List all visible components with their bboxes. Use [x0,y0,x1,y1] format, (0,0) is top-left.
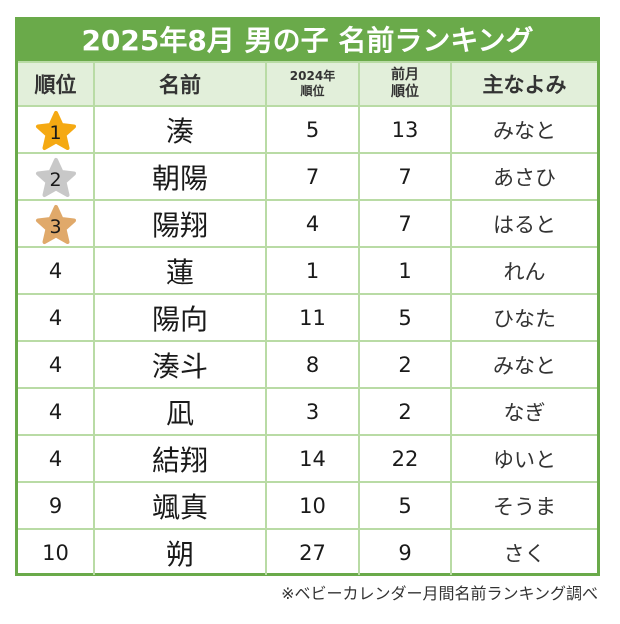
name-cell: 朔 [93,528,267,575]
gold-star-icon: 1 [34,110,78,150]
reading-cell: そうま [450,481,597,530]
rank-prev-month-cell: 7 [358,152,452,201]
rank-2024-cell: 7 [265,152,360,201]
rank-cell: 4 [18,387,95,436]
reading-cell: ひなた [450,293,597,342]
rank-2024-cell: 1 [265,246,360,295]
rank-prev-month-cell: 2 [358,340,452,389]
table-row: 3 陽翔 4 7 はると [18,199,597,248]
header-rank-prev-month: 前月 順位 [358,61,452,107]
table-row: 10 朔 27 9 さく [18,528,597,575]
reading-cell: れん [450,246,597,295]
rank-cell: 1 [18,105,95,154]
rank-2024-cell: 4 [265,199,360,248]
reading-cell: はると [450,199,597,248]
source-footnote: ※ベビーカレンダー月間名前ランキング調べ [281,584,598,603]
reading-cell: さく [450,528,597,575]
rank-prev-month-cell: 13 [358,105,452,154]
rank-2024-cell: 3 [265,387,360,436]
reading-cell: ゆいと [450,434,597,483]
rank-prev-month-cell: 5 [358,481,452,530]
rank-cell: 10 [18,528,95,575]
header-prev-month-line2: 順位 [391,84,419,100]
table-title: 2025年8月 男の子 名前ランキング [18,20,597,61]
rank-2024-cell: 14 [265,434,360,483]
name-cell: 湊 [93,105,267,154]
name-cell: 結翔 [93,434,267,483]
table-row: 1 湊 5 13 みなと [18,105,597,154]
rank-cell: 4 [18,340,95,389]
rank-2024-cell: 8 [265,340,360,389]
ranking-table: 順位 名前 2024年 順位 前月 順位 主なよみ 1 [18,61,597,575]
rank-prev-month-cell: 9 [358,528,452,575]
header-rank-2024-line1: 2024年 [289,69,336,83]
rank-number: 1 [49,121,62,144]
name-cell: 蓮 [93,246,267,295]
rank-cell: 4 [18,293,95,342]
rank-2024-cell: 11 [265,293,360,342]
silver-star-icon: 2 [34,157,78,197]
table-row: 2 朝陽 7 7 あさひ [18,152,597,201]
name-cell: 颯真 [93,481,267,530]
name-cell: 陽翔 [93,199,267,248]
rank-2024-cell: 10 [265,481,360,530]
bronze-star-icon: 3 [34,204,78,244]
table-row: 4 湊斗 8 2 みなと [18,340,597,389]
table-row: 4 陽向 11 5 ひなた [18,293,597,342]
rank-prev-month-cell: 1 [358,246,452,295]
rank-cell: 2 [18,152,95,201]
rank-prev-month-cell: 7 [358,199,452,248]
name-cell: 朝陽 [93,152,267,201]
header-rank-2024: 2024年 順位 [265,61,360,107]
ranking-table-frame: 2025年8月 男の子 名前ランキング 順位 名前 2024年 順位 前月 順位… [15,17,600,576]
rank-cell: 3 [18,199,95,248]
name-cell: 凪 [93,387,267,436]
rank-prev-month-cell: 2 [358,387,452,436]
rank-number: 2 [49,168,62,191]
table-row: 4 蓮 1 1 れん [18,246,597,295]
header-row: 順位 名前 2024年 順位 前月 順位 主なよみ [18,61,597,107]
header-prev-month-line1: 前月 [391,67,419,83]
reading-cell: あさひ [450,152,597,201]
reading-cell: みなと [450,105,597,154]
header-rank-2024-line2: 順位 [300,84,325,98]
rank-number: 3 [49,215,62,238]
rank-cell: 4 [18,246,95,295]
rank-2024-cell: 27 [265,528,360,575]
reading-cell: なぎ [450,387,597,436]
table-row: 4 結翔 14 22 ゆいと [18,434,597,483]
header-name: 名前 [93,61,267,107]
reading-cell: みなと [450,340,597,389]
rank-cell: 4 [18,434,95,483]
rank-prev-month-cell: 5 [358,293,452,342]
rank-prev-month-cell: 22 [358,434,452,483]
header-rank: 順位 [18,61,95,107]
table-row: 9 颯真 10 5 そうま [18,481,597,530]
table-row: 4 凪 3 2 なぎ [18,387,597,436]
name-cell: 陽向 [93,293,267,342]
name-cell: 湊斗 [93,340,267,389]
header-reading: 主なよみ [450,61,597,107]
rank-cell: 9 [18,481,95,530]
rank-2024-cell: 5 [265,105,360,154]
